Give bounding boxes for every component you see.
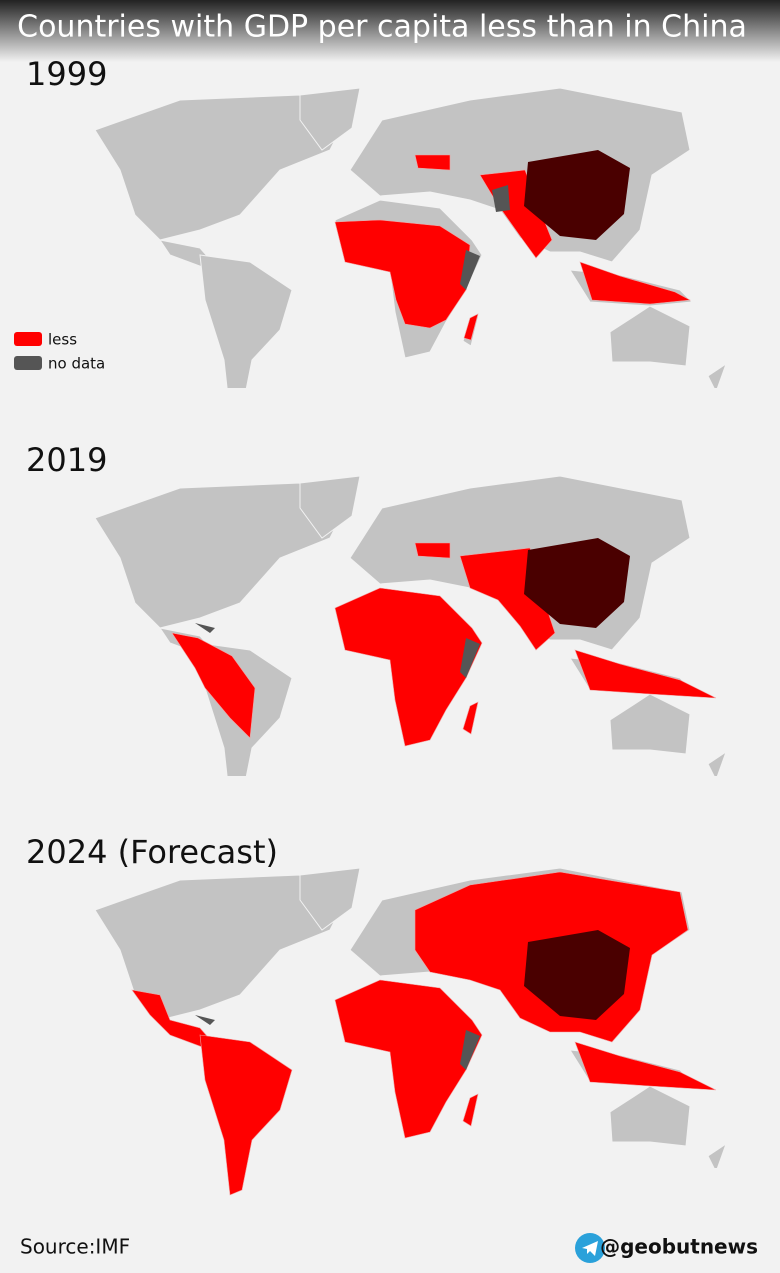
title: Countries with GDP per capita less than … xyxy=(17,10,747,45)
region-less xyxy=(334,979,483,1139)
china xyxy=(524,930,630,1020)
legend: less no data xyxy=(14,331,105,373)
region-less xyxy=(199,1034,293,1196)
region-less xyxy=(334,219,471,329)
region-less xyxy=(334,587,483,747)
region-less xyxy=(579,261,692,305)
china xyxy=(524,538,630,628)
region-less xyxy=(414,154,451,171)
title-bar xyxy=(0,0,780,62)
region-no-data xyxy=(195,1015,215,1025)
region-less xyxy=(463,313,479,341)
map-2019: 2019 xyxy=(26,441,726,803)
region-less xyxy=(574,649,717,699)
region-no-data xyxy=(460,1030,480,1070)
region-no-data xyxy=(460,638,480,678)
telegram-icon xyxy=(575,1233,605,1263)
region-less xyxy=(171,632,256,739)
legend-swatch xyxy=(14,332,42,346)
handle: @geobutnews xyxy=(600,1235,758,1259)
map-label: 2019 xyxy=(26,441,107,479)
region-less xyxy=(462,1093,479,1127)
legend-label: less xyxy=(48,331,77,349)
map-label: 1999 xyxy=(26,55,107,93)
china xyxy=(524,150,630,240)
region-no-data xyxy=(492,185,510,212)
map-label: 2024 (Forecast) xyxy=(26,833,278,871)
map-1999: 1999 xyxy=(26,55,726,415)
region-less xyxy=(574,1041,717,1091)
legend-swatch xyxy=(14,356,42,370)
legend-label: no data xyxy=(48,355,105,373)
region-no-data xyxy=(195,623,215,633)
region-less xyxy=(414,542,451,559)
region-no-data xyxy=(460,250,480,290)
map-2024: 2024 (Forecast) xyxy=(26,833,726,1195)
source: Source:IMF xyxy=(20,1235,130,1259)
region-less xyxy=(462,701,479,735)
